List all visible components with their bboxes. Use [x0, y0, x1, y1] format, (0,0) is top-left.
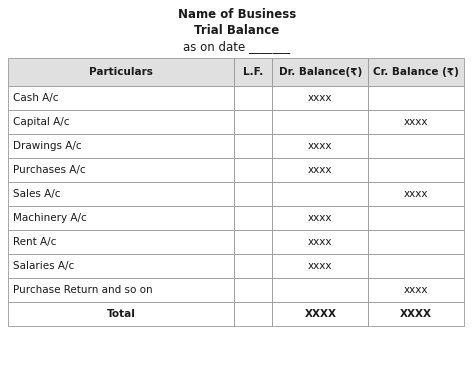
Text: Cash A/c: Cash A/c	[13, 93, 58, 103]
Bar	[368, 110, 464, 134]
Text: xxxx: xxxx	[404, 189, 428, 199]
Bar	[8, 58, 234, 86]
Bar	[273, 86, 368, 110]
Text: Purchases A/c: Purchases A/c	[13, 165, 86, 175]
Text: Sales A/c: Sales A/c	[13, 189, 61, 199]
Bar	[234, 206, 273, 230]
Text: xxxx: xxxx	[404, 117, 428, 127]
Bar	[273, 254, 368, 278]
Bar	[273, 134, 368, 158]
Bar	[273, 278, 368, 302]
Bar	[234, 86, 273, 110]
Bar	[273, 302, 368, 326]
Bar	[368, 278, 464, 302]
Bar	[234, 278, 273, 302]
Text: xxxx: xxxx	[308, 93, 333, 103]
Bar	[234, 134, 273, 158]
Bar	[8, 182, 234, 206]
Bar	[8, 206, 234, 230]
Bar	[273, 158, 368, 182]
Text: Salaries A/c: Salaries A/c	[13, 261, 74, 271]
Text: Machinery A/c: Machinery A/c	[13, 213, 87, 223]
Bar	[8, 110, 234, 134]
Bar	[8, 86, 234, 110]
Bar	[8, 134, 234, 158]
Text: xxxx: xxxx	[308, 261, 333, 271]
Bar	[273, 58, 368, 86]
Bar	[8, 278, 234, 302]
Text: Total: Total	[107, 309, 135, 319]
Bar	[368, 182, 464, 206]
Text: Purchase Return and so on: Purchase Return and so on	[13, 285, 153, 295]
Bar	[234, 230, 273, 254]
Bar	[8, 302, 234, 326]
Bar	[234, 302, 273, 326]
Text: as on date _______: as on date _______	[183, 40, 291, 53]
Bar	[273, 230, 368, 254]
Bar	[273, 182, 368, 206]
Bar	[234, 158, 273, 182]
Bar	[368, 134, 464, 158]
Text: Cr. Balance (₹): Cr. Balance (₹)	[373, 67, 459, 77]
Text: xxxx: xxxx	[308, 165, 333, 175]
Bar	[234, 110, 273, 134]
Text: Dr. Balance(₹): Dr. Balance(₹)	[279, 67, 362, 77]
Bar	[368, 302, 464, 326]
Bar	[8, 254, 234, 278]
Text: Capital A/c: Capital A/c	[13, 117, 70, 127]
Bar	[368, 206, 464, 230]
Text: Rent A/c: Rent A/c	[13, 237, 56, 247]
Text: Particulars: Particulars	[89, 67, 153, 77]
Text: L.F.: L.F.	[243, 67, 263, 77]
Bar	[234, 182, 273, 206]
Bar	[234, 58, 273, 86]
Bar	[8, 158, 234, 182]
Bar	[273, 206, 368, 230]
Bar	[8, 230, 234, 254]
Bar	[368, 86, 464, 110]
Text: Drawings A/c: Drawings A/c	[13, 141, 82, 151]
Bar	[273, 110, 368, 134]
Text: xxxx: xxxx	[308, 213, 333, 223]
Bar	[368, 254, 464, 278]
Text: Trial Balance: Trial Balance	[194, 24, 280, 37]
Bar	[368, 158, 464, 182]
Text: Name of Business: Name of Business	[178, 8, 296, 21]
Bar	[368, 230, 464, 254]
Text: XXXX: XXXX	[304, 309, 337, 319]
Text: xxxx: xxxx	[308, 141, 333, 151]
Bar	[234, 254, 273, 278]
Bar	[368, 58, 464, 86]
Text: XXXX: XXXX	[400, 309, 432, 319]
Text: xxxx: xxxx	[308, 237, 333, 247]
Text: xxxx: xxxx	[404, 285, 428, 295]
